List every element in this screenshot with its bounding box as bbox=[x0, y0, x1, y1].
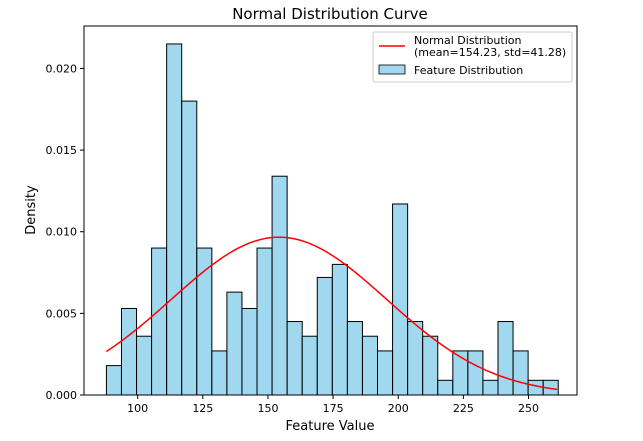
histogram-bar bbox=[301, 335, 318, 396]
histogram-bar bbox=[331, 263, 348, 396]
x-tick-label: 250 bbox=[518, 402, 539, 415]
histogram-bar bbox=[482, 379, 499, 396]
histogram-bar bbox=[422, 335, 439, 396]
x-tick-label: 100 bbox=[127, 402, 148, 415]
x-axis-label: Feature Value bbox=[286, 419, 375, 434]
y-tick-label: 0.000 bbox=[46, 389, 78, 402]
x-tick-label: 200 bbox=[388, 402, 409, 415]
x-tick-label: 175 bbox=[323, 402, 344, 415]
histogram-bar bbox=[181, 100, 198, 396]
histogram-bar bbox=[136, 335, 153, 396]
histogram-bar bbox=[151, 247, 168, 396]
x-tick-label: 125 bbox=[192, 402, 213, 415]
y-tick-label: 0.005 bbox=[46, 307, 78, 320]
histogram-bar bbox=[346, 321, 363, 396]
histogram-bar bbox=[497, 321, 514, 396]
histogram-bar bbox=[316, 276, 333, 396]
legend-box bbox=[372, 31, 573, 83]
histogram-bar bbox=[527, 379, 544, 396]
histogram-bar bbox=[256, 247, 273, 396]
histogram-bar bbox=[241, 307, 258, 396]
histogram-bar bbox=[437, 379, 454, 396]
histogram-bar bbox=[166, 43, 183, 396]
histogram-bar bbox=[361, 335, 379, 396]
y-axis-label: Density bbox=[24, 185, 39, 235]
histogram-bars bbox=[105, 43, 559, 396]
chart-title: Normal Distribution Curve bbox=[232, 5, 428, 23]
plot-frame bbox=[83, 25, 578, 396]
histogram-bar bbox=[271, 175, 288, 396]
legend-histogram-label: Feature Distribution bbox=[414, 64, 523, 77]
y-tick-label: 0.010 bbox=[46, 226, 78, 239]
histogram-bar bbox=[467, 350, 484, 396]
histogram-bar bbox=[226, 291, 243, 396]
normal-curve bbox=[105, 236, 558, 391]
histogram-bar bbox=[211, 350, 228, 396]
x-axis-ticks: 100 125 150 175 200 225 250 bbox=[127, 395, 539, 415]
legend: Normal Distribution (mean=154.23, std=41… bbox=[372, 31, 573, 83]
x-tick-label: 150 bbox=[257, 402, 278, 415]
legend-histogram-swatch bbox=[378, 64, 406, 75]
y-tick-label: 0.015 bbox=[46, 144, 78, 157]
histogram-bar bbox=[392, 203, 409, 396]
y-axis-ticks: 0.000 0.005 0.010 0.015 0.020 bbox=[46, 62, 84, 402]
histogram-bar bbox=[512, 350, 529, 396]
legend-curve-label-line2: (mean=154.23, std=41.28) bbox=[414, 46, 566, 59]
histogram-bar bbox=[407, 321, 424, 396]
histogram-bar bbox=[286, 321, 303, 396]
y-tick-label: 0.020 bbox=[46, 62, 78, 75]
histogram-bar bbox=[377, 350, 394, 396]
legend-curve-label-line1: Normal Distribution bbox=[414, 34, 521, 47]
x-tick-label: 225 bbox=[453, 402, 474, 415]
histogram-bar bbox=[105, 365, 122, 396]
histogram-bar bbox=[120, 307, 138, 396]
